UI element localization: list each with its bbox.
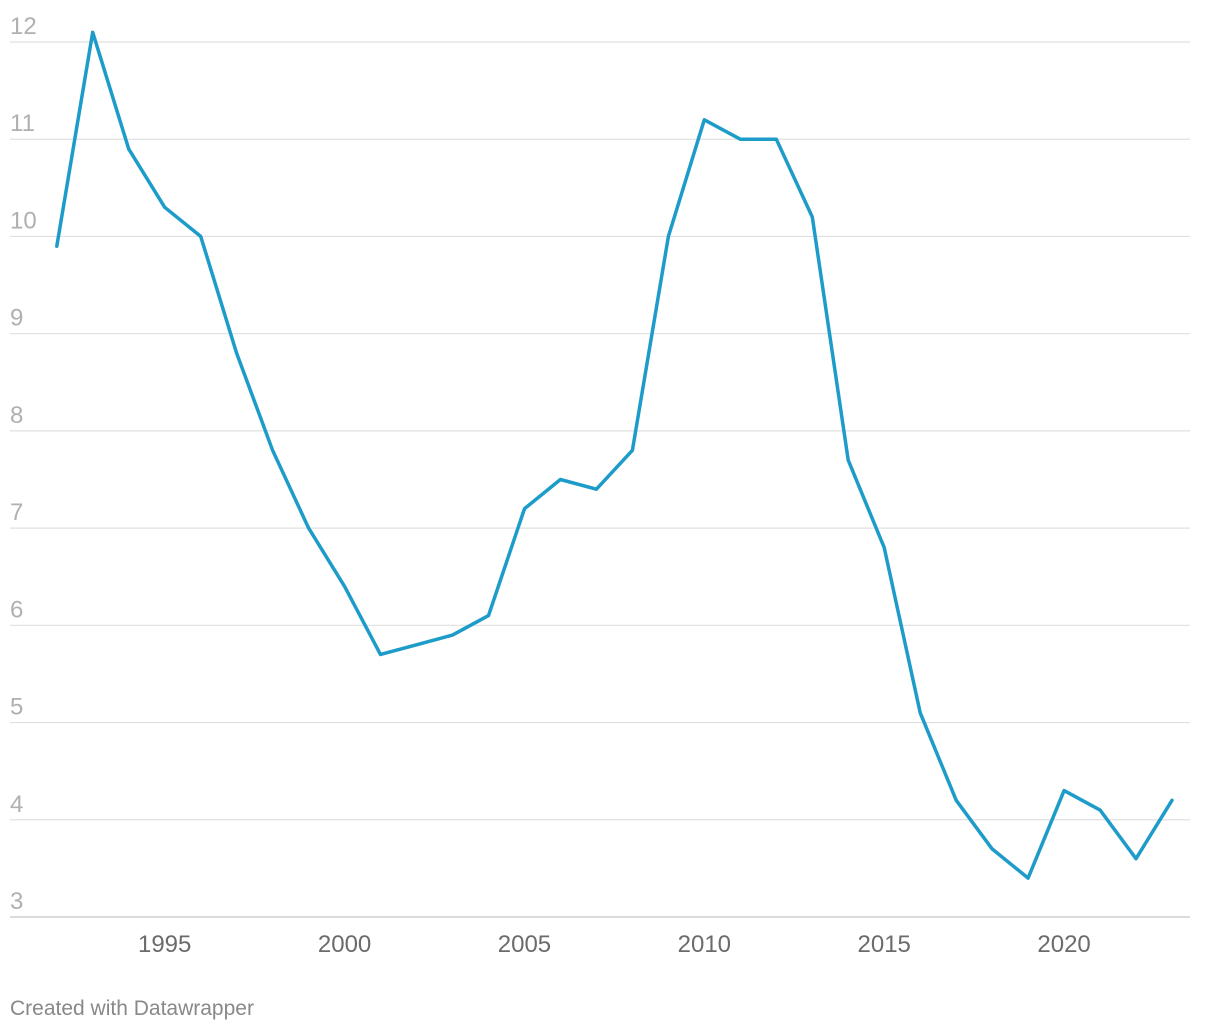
data-point [847, 458, 850, 462]
data-point [990, 847, 994, 851]
y-tick-label: 7 [10, 499, 23, 526]
data-point [1170, 799, 1174, 802]
data-point [883, 546, 886, 549]
y-tick-label: 6 [10, 596, 23, 623]
data-point [91, 31, 94, 34]
series-line [55, 30, 1174, 880]
data-point [631, 449, 634, 452]
data-point [739, 138, 742, 141]
series-layer [55, 30, 1174, 880]
data-point [918, 711, 922, 715]
data-point [307, 526, 310, 530]
data-point [415, 643, 418, 646]
data-point [811, 215, 814, 219]
data-point [559, 478, 562, 481]
y-tick-label: 5 [10, 694, 23, 721]
data-point [595, 488, 598, 491]
data-point [127, 147, 130, 151]
data-point [451, 633, 454, 637]
x-tick-label: 2005 [498, 931, 551, 958]
y-tick-label: 9 [10, 305, 23, 332]
y-tick-label: 10 [10, 207, 37, 234]
data-point [271, 449, 274, 452]
data-point [163, 206, 166, 209]
credit-text: Created with Datawrapper [10, 997, 254, 1020]
x-tick-label: 2020 [1037, 931, 1090, 958]
x-tick-label: 2010 [678, 931, 731, 958]
data-point [487, 614, 490, 617]
data-point [1134, 857, 1138, 860]
data-point [235, 351, 238, 355]
x-axis-tick-labels: 1995 2000 2005 2010 2015 2020 [138, 931, 1091, 958]
x-tick-label: 2015 [858, 931, 911, 958]
data-point [1098, 808, 1102, 812]
y-axis-tick-labels: 3 4 5 6 7 8 9 10 11 12 [10, 13, 37, 915]
data-point [775, 138, 778, 141]
y-tick-label: 4 [10, 791, 23, 818]
data-point [1026, 876, 1030, 880]
data-point [343, 585, 346, 588]
data-point [667, 235, 670, 238]
y-tick-label: 12 [10, 13, 37, 40]
data-point [523, 507, 526, 510]
x-tick-label: 1995 [138, 931, 191, 958]
data-point [1062, 789, 1066, 792]
data-point [703, 118, 706, 121]
y-tick-label: 11 [10, 110, 35, 137]
gridlines [10, 41, 1190, 918]
y-tick-label: 3 [10, 888, 23, 915]
x-tick-label: 2000 [318, 931, 371, 958]
data-point [954, 799, 958, 802]
data-point [55, 244, 58, 248]
data-point [199, 235, 202, 238]
data-point [379, 653, 382, 656]
y-tick-label: 8 [10, 402, 23, 429]
